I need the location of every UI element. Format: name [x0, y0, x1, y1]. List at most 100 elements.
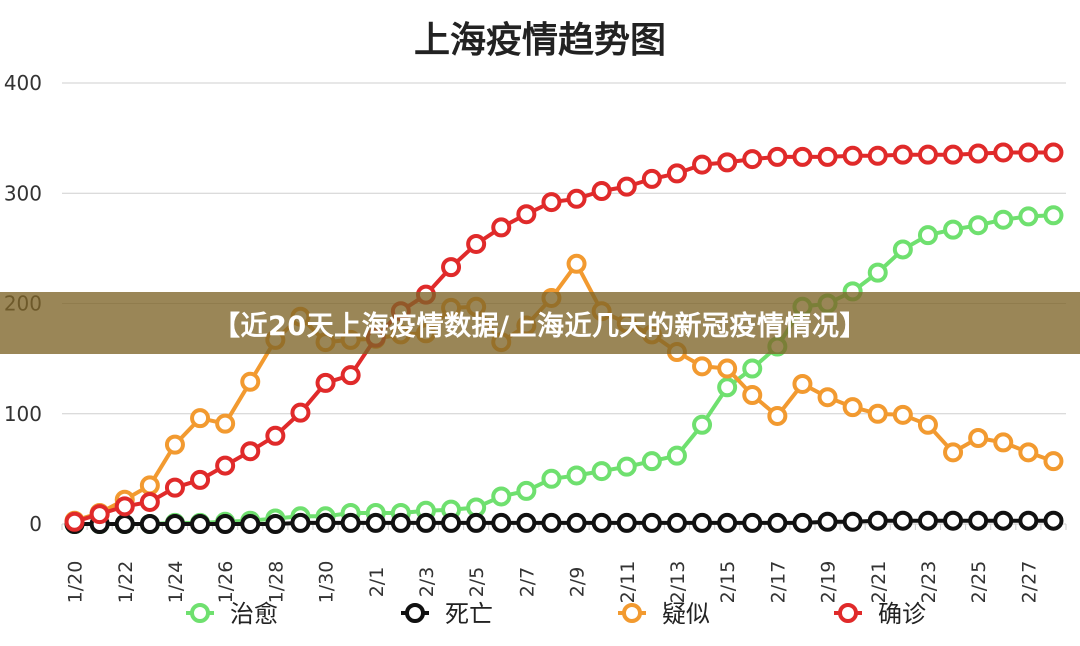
data-point: [842, 511, 863, 532]
legend-label: 疑似: [662, 600, 710, 628]
x-tick-label: 2/3: [416, 567, 438, 598]
legend-label: 治愈: [230, 600, 278, 628]
data-point: [516, 512, 537, 533]
x-tick-label: 2/9: [567, 567, 589, 598]
data-point: [215, 455, 236, 476]
data-point: [240, 441, 261, 462]
data-point: [616, 456, 637, 477]
data-point: [867, 510, 888, 531]
data-point: [1043, 205, 1064, 226]
series-line: [74, 213, 1054, 526]
data-point: [415, 512, 436, 533]
data-point: [968, 143, 989, 164]
data-point: [817, 511, 838, 532]
x-axis-ticks: 1/20 1/22 1/24 1/26 1/28 1/30 2/1 2/3 2/5 2/7 2/9 2…: [65, 561, 1041, 604]
data-point: [917, 144, 938, 165]
data-point: [315, 512, 336, 533]
x-tick-label: 2/5: [466, 567, 488, 598]
data-point: [641, 512, 662, 533]
data-point: [164, 434, 185, 455]
data-point: [190, 469, 211, 490]
data-point: [1018, 142, 1039, 163]
x-tick-label: 2/23: [918, 561, 940, 604]
data-point: [139, 514, 160, 534]
data-point: [491, 217, 512, 238]
y-tick-label: 100: [4, 402, 42, 426]
data-point: [867, 145, 888, 166]
data-point: [742, 512, 763, 533]
data-point: [1018, 206, 1039, 227]
data-point: [968, 510, 989, 531]
data-point: [164, 477, 185, 498]
data-point: [215, 413, 236, 434]
data-point: [1018, 442, 1039, 463]
x-tick-label: 1/30: [316, 561, 338, 604]
data-point: [641, 451, 662, 472]
x-tick-label: 1/28: [265, 561, 287, 604]
data-point: [114, 514, 135, 534]
data-point: [917, 414, 938, 435]
data-point: [566, 512, 587, 533]
data-point: [717, 152, 738, 173]
data-point: [993, 142, 1014, 163]
data-point: [917, 510, 938, 531]
data-point: [164, 514, 185, 534]
data-point: [692, 414, 713, 435]
legend-marker: [622, 603, 642, 623]
data-point: [89, 504, 110, 525]
x-tick-label: 2/15: [717, 561, 739, 604]
data-point: [566, 465, 587, 486]
data-point: [767, 146, 788, 167]
data-point: [190, 514, 211, 534]
data-point: [466, 512, 487, 533]
series-line: [73, 150, 1054, 524]
data-point: [943, 219, 964, 240]
title-banner: 【近20天上海疫情数据/上海近几天的新冠疫情情况】: [0, 292, 1080, 354]
data-point: [290, 512, 311, 533]
data-point: [340, 365, 361, 386]
x-tick-label: 1/24: [165, 561, 187, 604]
data-point: [441, 257, 462, 278]
data-point: [742, 149, 763, 170]
data-point: [641, 168, 662, 189]
data-point: [993, 510, 1014, 531]
data-point: [591, 512, 612, 533]
data-point: [516, 204, 537, 225]
series-layer: [64, 142, 1064, 534]
data-point: [666, 445, 687, 466]
data-point: [190, 408, 211, 429]
data-point: [491, 512, 512, 533]
data-point: [692, 154, 713, 175]
series-line: [73, 261, 1055, 523]
data-point: [792, 373, 813, 394]
data-point: [968, 215, 989, 236]
legend-marker: [405, 603, 425, 623]
data-point: [340, 512, 361, 533]
data-point: [466, 233, 487, 254]
data-point: [315, 372, 336, 393]
data-point: [968, 428, 989, 449]
data-point: [717, 377, 738, 398]
data-point: [1043, 142, 1064, 163]
data-point: [742, 358, 763, 379]
data-point: [616, 512, 637, 533]
x-tick-label: 1/22: [115, 561, 137, 604]
series-0: [64, 205, 1064, 534]
data-point: [591, 181, 612, 202]
chart-title: 上海疫情趋势图: [414, 20, 666, 61]
x-tick-label: 2/13: [667, 561, 689, 604]
data-point: [516, 480, 537, 501]
data-point: [390, 512, 411, 533]
data-point: [842, 145, 863, 166]
data-point: [817, 387, 838, 408]
y-tick-label: 400: [4, 71, 42, 95]
y-tick-label: 300: [4, 181, 42, 205]
data-point: [943, 510, 964, 531]
data-point: [240, 371, 261, 392]
data-point: [290, 402, 311, 423]
x-tick-label: 1/26: [215, 561, 237, 604]
series-line: [74, 518, 1054, 526]
data-point: [541, 512, 562, 533]
legend: 治愈 死亡 疑似 确诊: [186, 600, 926, 628]
data-point: [717, 358, 738, 379]
